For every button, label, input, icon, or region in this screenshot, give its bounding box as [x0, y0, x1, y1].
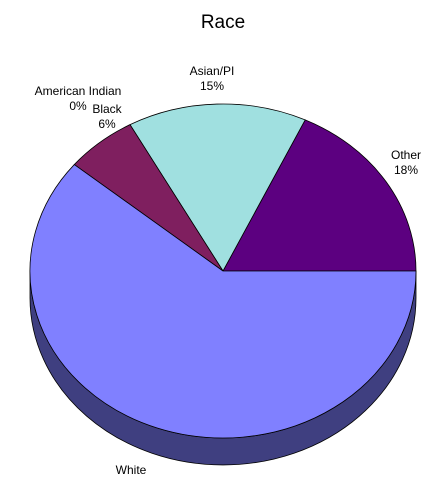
slice-label-american-indian: American Indian 0%	[35, 84, 122, 113]
pie-slices	[29, 103, 417, 439]
chart-title: Race	[201, 12, 245, 33]
slice-label-white: White	[116, 463, 147, 477]
slice-label-other: Other 18%	[391, 148, 421, 177]
slice-label-asian-pi: Asian/PI 15%	[190, 64, 235, 93]
pie-labels: Other 18% Asian/PI 15% Black 6%American India…	[35, 64, 421, 477]
slice-label-black: Black 6%	[92, 102, 122, 131]
pie-slice-asian-pi	[129, 103, 306, 272]
pie-slice-other	[222, 119, 417, 272]
pie-slice-white	[29, 164, 417, 439]
